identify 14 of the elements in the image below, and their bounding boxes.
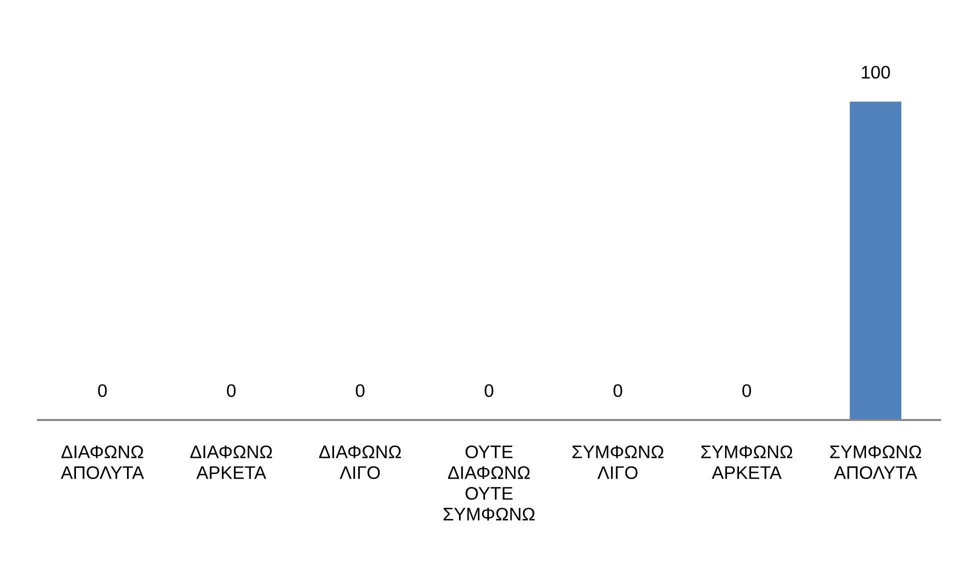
data-label: 0	[356, 384, 364, 397]
data-label: 0	[226, 384, 236, 397]
x-tick-label: ΔΙΑΦΩΝΩ ΑΡΚΕΤΑ	[190, 445, 272, 479]
data-label: 0	[98, 384, 107, 397]
data-label: 0	[484, 384, 494, 397]
x-tick-label: ΟΥΤΕ ΔΙΑΦΩΝΩ ΟΥΤΕ ΣΥΜΦΩΝΩ	[444, 445, 535, 520]
data-label: 0	[614, 384, 622, 397]
data-label: 100	[862, 66, 890, 79]
x-tick-label: ΔΙΑΦΩΝΩ ΑΠΟΛΥΤΑ	[60, 445, 144, 480]
data-label: 0	[742, 384, 752, 397]
x-tick-label: ΔΙΑΦΩΝΩ ΛΙΓΟ	[319, 445, 401, 480]
x-tick-label: ΣΥΜΦΩΝΩ ΛΙΓΟ	[572, 445, 664, 480]
x-tick-label: ΣΥΜΦΩΝΩ ΑΡΚΕΤΑ	[701, 445, 792, 479]
x-tick-label: ΣΥΜΦΩΝΩ ΑΠΟΛΥΤΑ	[830, 445, 922, 480]
